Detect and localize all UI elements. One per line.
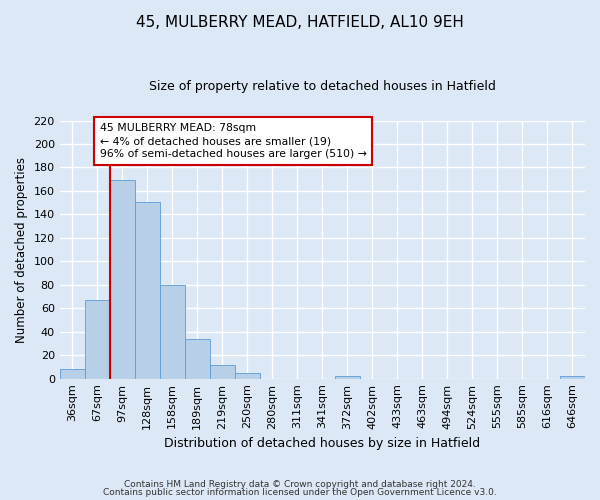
Y-axis label: Number of detached properties: Number of detached properties [15,156,28,342]
Title: Size of property relative to detached houses in Hatfield: Size of property relative to detached ho… [149,80,496,93]
Text: 45, MULBERRY MEAD, HATFIELD, AL10 9EH: 45, MULBERRY MEAD, HATFIELD, AL10 9EH [136,15,464,30]
Bar [160,285,185,378]
Text: 45 MULBERRY MEAD: 78sqm
← 4% of detached houses are smaller (19)
96% of semi-det: 45 MULBERRY MEAD: 78sqm ← 4% of detached… [100,123,367,160]
Text: Contains HM Land Registry data © Crown copyright and database right 2024.: Contains HM Land Registry data © Crown c… [124,480,476,489]
Text: Contains public sector information licensed under the Open Government Licence v3: Contains public sector information licen… [103,488,497,497]
Bar [110,180,135,378]
Bar [560,376,585,378]
Bar [135,202,160,378]
Bar [59,370,85,378]
Bar [185,339,210,378]
Bar [210,364,235,378]
Bar [335,376,360,378]
X-axis label: Distribution of detached houses by size in Hatfield: Distribution of detached houses by size … [164,437,481,450]
Bar [235,373,260,378]
Bar [85,300,110,378]
